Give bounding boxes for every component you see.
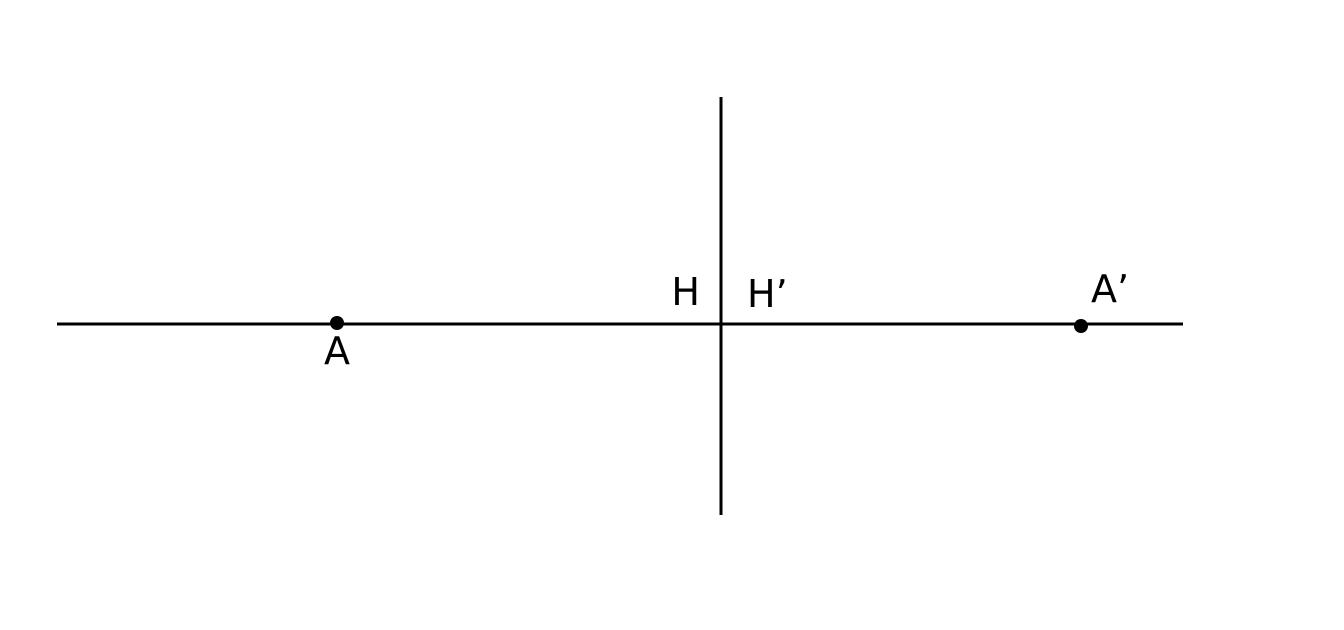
- point-h-prime-label: H’: [747, 272, 788, 316]
- point-a-label: A: [324, 329, 350, 373]
- point-a-marker: [330, 316, 344, 330]
- point-h-label: H: [671, 270, 700, 314]
- point-a-prime-marker: [1074, 319, 1088, 333]
- point-a-prime-label: A’: [1091, 267, 1129, 311]
